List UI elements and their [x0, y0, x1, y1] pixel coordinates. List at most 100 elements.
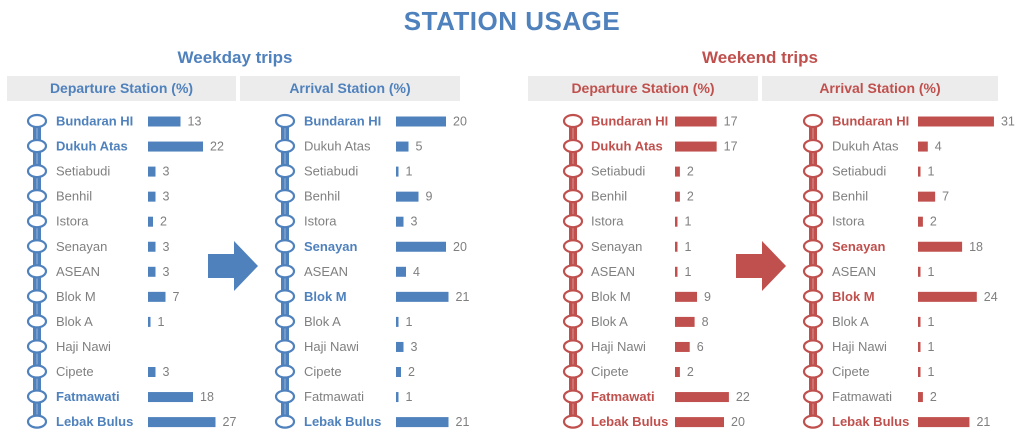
weekday-departure-value-asean: 3 — [163, 265, 170, 279]
weekend-arrival-value-fatmawati: 2 — [930, 390, 937, 404]
weekend-arrival-station-asean-marker — [802, 264, 824, 279]
weekday-departure-label-istora: Istora — [56, 214, 89, 229]
weekend-departure-label-asean: ASEAN — [591, 264, 635, 279]
weekend-arrival-panel: Bundaran HI 31 Dukuh Atas 4 Setiabudi 1 Benhil… — [802, 114, 1015, 429]
weekend-departure-station-dukuh-atas-marker — [562, 138, 584, 154]
weekend-title: Weekend trips — [702, 48, 818, 67]
weekday-arrival-label-benhil: Benhil — [304, 189, 340, 204]
weekend-arrival-bar-lebak-bulus — [918, 417, 970, 428]
weekday-arrival-value-dukuh-atas: 5 — [416, 140, 423, 154]
weekend-arrival-value-blok-m: 24 — [984, 290, 998, 304]
weekend-arrival-bar-cipete — [918, 367, 921, 377]
weekend-arrival-value-cipete: 1 — [928, 365, 935, 379]
weekday-arrival-value-benhil: 9 — [426, 190, 433, 204]
weekend-departure-bar-asean — [675, 266, 678, 277]
weekend-arrival-station-istora-marker — [802, 214, 824, 229]
weekend-arrival-value-haji-nawi: 1 — [928, 340, 935, 354]
weekend-arrival-header: Arrival Station (%) — [762, 76, 998, 101]
weekend-arrival-station-blok-m-marker — [802, 289, 824, 304]
weekday-departure-station-blok-a-marker — [26, 314, 48, 329]
weekend-arrival-label-blok-a: Blok A — [832, 314, 869, 329]
weekend-departure-bar-cipete — [675, 367, 680, 377]
weekday-arrival-station-haji-nawi-marker — [274, 339, 296, 354]
weekend-arrival-bar-fatmawati — [918, 392, 923, 403]
weekend-arrival-station-benhil-marker — [802, 189, 824, 204]
weekday-arrival-bar-haji-nawi — [396, 341, 404, 352]
weekday-arrival-bar-lebak-bulus — [396, 417, 449, 428]
weekday-arrival-label-bundaran-hi: Bundaran HI — [304, 114, 381, 129]
weekend-arrival-label-senayan: Senayan — [832, 239, 886, 254]
weekday-arrival-value-blok-a: 1 — [406, 315, 413, 329]
weekday-departure-bar-blok-m — [148, 291, 166, 302]
weekday-departure-station-setiabudi-marker — [26, 164, 48, 179]
weekday-departure-label-setiabudi: Setiabudi — [56, 164, 110, 179]
weekday-arrival-value-asean: 4 — [413, 265, 420, 279]
weekend-arrival-value-blok-a: 1 — [928, 315, 935, 329]
weekday-departure-station-cipete-marker — [26, 364, 48, 379]
weekday-arrival-bar-blok-m — [396, 291, 449, 302]
weekend-departure-label-lebak-bulus: Lebak Bulus — [591, 414, 668, 429]
weekday-departure-bar-blok-a — [148, 316, 151, 327]
weekday-departure-label-dukuh-atas: Dukuh Atas — [56, 139, 128, 154]
weekend-departure-station-setiabudi-marker — [562, 164, 584, 179]
weekend-departure-station-istora-marker — [562, 214, 584, 229]
weekday-departure-value-blok-a: 1 — [158, 315, 165, 329]
weekend-departure-label-senayan: Senayan — [591, 239, 642, 254]
weekday-departure-label-asean: ASEAN — [56, 264, 100, 279]
weekday-departure-label-benhil: Benhil — [56, 189, 92, 204]
weekend-departure-station-lebak-bulus-marker — [562, 414, 584, 429]
weekend-arrival-label-dukuh-atas: Dukuh Atas — [832, 139, 899, 154]
weekday-arrival-station-bundaran-hi-marker — [274, 113, 296, 129]
weekday-arrival-value-cipete: 2 — [408, 365, 415, 379]
weekday-departure-bar-benhil — [148, 191, 156, 202]
weekday-departure-label-blok-a: Blok A — [56, 314, 93, 329]
weekday-arrival-bar-fatmawati — [396, 392, 399, 403]
weekend-arrival-label-asean: ASEAN — [832, 264, 876, 279]
weekday-arrival-station-cipete-marker — [274, 364, 296, 379]
weekend-departure-bar-benhil — [675, 191, 680, 202]
weekday-arrival-station-lebak-bulus-marker — [274, 414, 296, 429]
weekday-departure-value-senayan: 3 — [163, 240, 170, 254]
weekend-departure-label-cipete: Cipete — [591, 364, 629, 379]
weekday-arrival-bar-asean — [396, 266, 406, 277]
weekday-arrival-label-dukuh-atas: Dukuh Atas — [304, 139, 371, 154]
weekend-departure-station-blok-a-marker — [562, 314, 584, 329]
weekend-departure-value-blok-a: 8 — [702, 315, 709, 329]
weekend-arrival-label-istora: Istora — [832, 214, 865, 229]
weekend-departure-label-fatmawati: Fatmawati — [591, 389, 655, 404]
weekend-arrival-bar-benhil — [918, 191, 936, 202]
weekday-departure-label-haji-nawi: Haji Nawi — [56, 339, 111, 354]
page-title: STATION USAGE — [403, 6, 621, 36]
weekday-arrival-station-fatmawati-marker — [274, 389, 296, 404]
weekday-departure-station-dukuh-atas-marker — [26, 138, 48, 154]
weekday-departure-bar-istora — [148, 216, 153, 227]
weekend-departure-value-fatmawati: 22 — [736, 390, 750, 404]
weekday-arrival-value-senayan: 20 — [453, 240, 467, 254]
weekend-departure-station-cipete-marker — [562, 364, 584, 379]
weekend-arrival-value-istora: 2 — [930, 215, 937, 229]
weekend-arrival-value-bundaran-hi: 31 — [1001, 115, 1015, 129]
weekday-arrival-label-setiabudi: Setiabudi — [304, 164, 358, 179]
weekend-arrival-station-cipete-marker — [802, 364, 824, 379]
weekday-departure-value-lebak-bulus: 27 — [223, 415, 237, 429]
weekday-arrival-bar-dukuh-atas — [396, 141, 409, 152]
weekend-departure-bar-haji-nawi — [675, 341, 690, 352]
weekday-arrival-label-lebak-bulus: Lebak Bulus — [304, 414, 381, 429]
weekend-departure-header: Departure Station (%) — [528, 76, 758, 101]
weekday-departure-bar-dukuh-atas — [148, 141, 203, 152]
weekday-departure-bar-asean — [148, 266, 156, 277]
weekday-arrival-panel: Bundaran HI 20 Dukuh Atas 5 Setiabudi 1 Benhil… — [274, 113, 469, 429]
weekday-departure-station-senayan-marker — [26, 239, 48, 254]
weekday-arrival-value-setiabudi: 1 — [406, 165, 413, 179]
weekend-departure-label-istora: Istora — [591, 214, 624, 229]
weekend-arrival-station-haji-nawi-marker — [802, 339, 824, 354]
weekday-departure-value-bundaran-hi: 13 — [188, 115, 202, 129]
weekday-arrival-station-asean-marker — [274, 264, 296, 279]
weekend-departure-station-haji-nawi-marker — [562, 339, 584, 354]
weekday-arrival-bar-setiabudi — [396, 166, 399, 177]
weekend-arrival-bar-blok-a — [918, 316, 921, 327]
weekday-arrival-value-istora: 3 — [411, 215, 418, 229]
weekend-arrival-bar-istora — [918, 216, 923, 227]
weekend-arrival-bar-haji-nawi — [918, 341, 921, 352]
